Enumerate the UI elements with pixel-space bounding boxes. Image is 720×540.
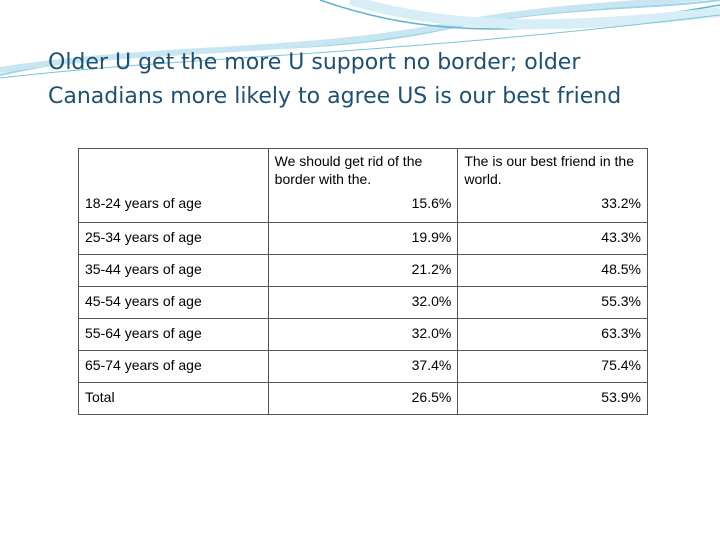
value-cell: 55.3% — [457, 286, 648, 319]
row-label: 25-34 years of age — [78, 222, 269, 255]
value-cell: 32.0% — [267, 286, 459, 319]
value-cell: 75.4% — [457, 350, 648, 383]
title: Older U get the more U support no border… — [48, 50, 622, 109]
value-cell: 37.4% — [267, 350, 459, 383]
row-label: 18-24 years of age — [78, 190, 269, 223]
table-row: Total 26.5% 53.9% — [78, 382, 648, 415]
row-label: 65-74 years of age — [78, 350, 269, 383]
value-cell: 21.2% — [267, 254, 459, 287]
value-cell: 33.2% — [457, 190, 648, 223]
table-row: 25-34 years of age 19.9% 43.3% — [78, 222, 648, 255]
row-label: 45-54 years of age — [78, 286, 269, 319]
table-row: 65-74 years of age 37.4% 75.4% — [78, 350, 648, 383]
header-cell — [78, 148, 269, 191]
value-cell: 15.6% — [267, 190, 459, 223]
row-label: 55-64 years of age — [78, 318, 269, 351]
header-cell: We should get rid of the border with the… — [267, 148, 459, 191]
row-label: Total — [78, 382, 269, 415]
header-row: We should get rid of the border with the… — [78, 148, 648, 191]
row-label: 35-44 years of age — [78, 254, 269, 287]
header-cell: The is our best friend in the world. — [457, 148, 648, 191]
table: We should get rid of the border with the… — [78, 148, 648, 415]
table-row: 55-64 years of age 32.0% 63.3% — [78, 318, 648, 351]
value-cell: 32.0% — [267, 318, 459, 351]
table-row: 35-44 years of age 21.2% 48.5% — [78, 254, 648, 287]
table-row: 45-54 years of age 32.0% 55.3% — [78, 286, 648, 319]
table-row: 18-24 years of age 15.6% 33.2% — [78, 190, 648, 223]
value-cell: 43.3% — [457, 222, 648, 255]
value-cell: 26.5% — [267, 382, 459, 415]
value-cell: 53.9% — [457, 382, 648, 415]
value-cell: 48.5% — [457, 254, 648, 287]
value-cell: 19.9% — [267, 222, 459, 255]
value-cell: 63.3% — [457, 318, 648, 351]
decoration — [0, 0, 720, 79]
